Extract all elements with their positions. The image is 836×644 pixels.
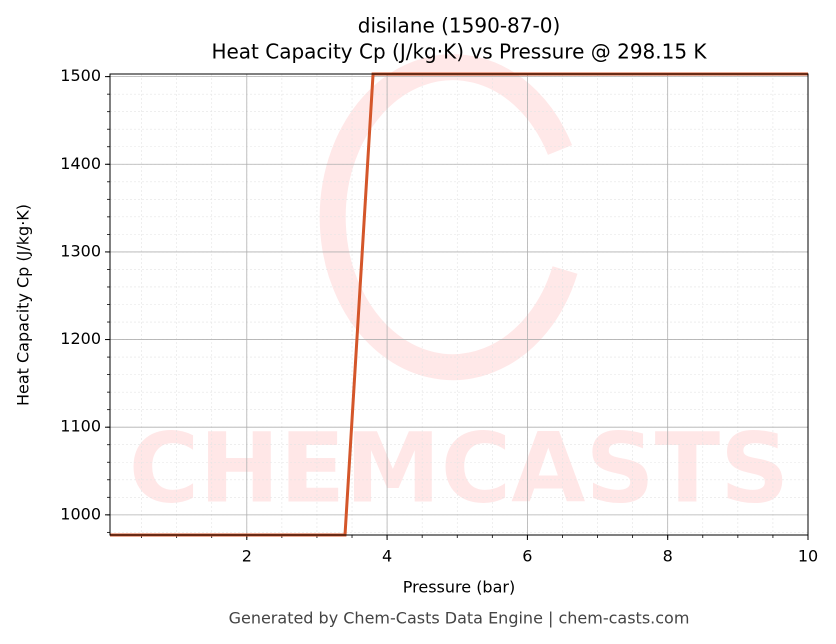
footer: Generated by Chem-Casts Data Engine | ch… [229, 609, 690, 628]
x-axis-label: Pressure (bar) [403, 578, 515, 597]
plot-frame [109, 73, 809, 536]
watermark-arc [319, 54, 578, 381]
y-tick-label: 1000 [60, 504, 101, 523]
x-tick-label: 10 [798, 547, 818, 566]
chart-title: disilane (1590-87-0) [358, 14, 561, 38]
y-tick-label: 1300 [60, 241, 101, 260]
x-tick-label: 8 [663, 547, 673, 566]
watermark-logo [319, 54, 578, 381]
x-tick-label: 4 [382, 547, 392, 566]
y-tick-label: 1400 [60, 154, 101, 173]
x-tick-label: 2 [242, 547, 252, 566]
y-tick-label: 1200 [60, 329, 101, 348]
y-tick-label: 1100 [60, 417, 101, 436]
y-tick-label: 1500 [60, 66, 101, 85]
chart-subtitle: Heat Capacity Cp (J/kg·K) vs Pressure @ … [211, 40, 707, 64]
y-axis-label: Heat Capacity Cp (J/kg·K) [14, 204, 33, 406]
x-tick-label: 6 [522, 547, 532, 566]
watermark: CHEMCASTS [129, 412, 789, 524]
